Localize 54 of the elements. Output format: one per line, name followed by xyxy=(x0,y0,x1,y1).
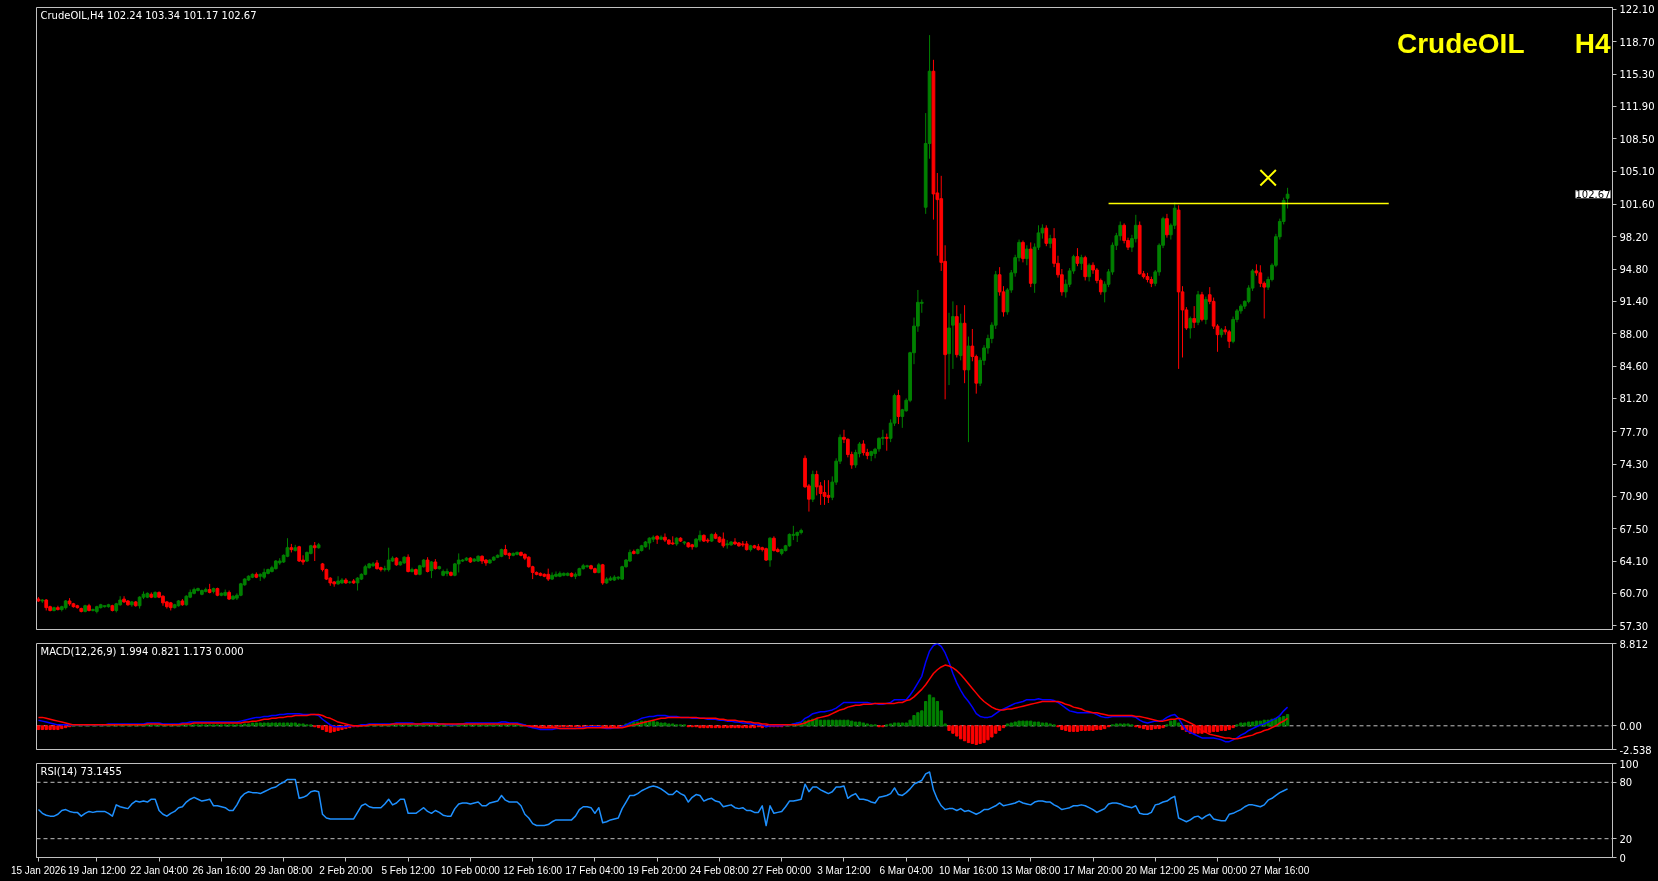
x-tick-label: 5 Feb 12:00 xyxy=(381,864,436,876)
x-tick-label: 2 Feb 20:00 xyxy=(319,864,373,876)
y-tick-label: 84.60 xyxy=(1619,361,1649,373)
x-tick-label: 6 Mar 04:00 xyxy=(879,864,934,876)
y-tick-label: 57.30 xyxy=(1619,620,1649,632)
x-tick-label: 3 Mar 12:00 xyxy=(817,864,872,876)
y-tick-label: 98.20 xyxy=(1619,231,1649,243)
y-tick-label: 100 xyxy=(1619,758,1639,770)
y-tick-label: 74.30 xyxy=(1619,459,1649,471)
annotation: H4 xyxy=(1574,27,1611,59)
x-tick-label: 15 Jan 2026 xyxy=(10,864,67,876)
x-tick-label: 27 Mar 16:00 xyxy=(1250,864,1310,876)
y-tick-label: 105.10 xyxy=(1619,166,1655,178)
y-tick-label: 8.812 xyxy=(1619,638,1649,650)
y-tick-label: 70.90 xyxy=(1619,491,1649,503)
y-tick-label: 94.80 xyxy=(1619,264,1649,276)
y-tick-label: 91.40 xyxy=(1619,296,1649,308)
x-tick-label: 13 Mar 08:00 xyxy=(1001,864,1061,876)
y-tick-label: 64.10 xyxy=(1619,556,1649,568)
chart-title: MACD(12,26,9) 1.994 0.821 1.173 0.000 xyxy=(40,645,244,657)
x-tick-label: 27 Feb 00:00 xyxy=(752,864,812,876)
y-tick-label: 67.50 xyxy=(1619,523,1649,535)
y-tick-label: 108.50 xyxy=(1619,133,1655,145)
y-tick-label: 20 xyxy=(1619,833,1633,845)
y-tick-label: 111.90 xyxy=(1619,101,1655,113)
x-tick-label: 25 Mar 00:00 xyxy=(1188,864,1248,876)
x-tick-label: 17 Feb 04:00 xyxy=(565,864,625,876)
x-tick-label: 19 Feb 20:00 xyxy=(627,864,688,876)
y-tick-label: 122.10 xyxy=(1619,4,1655,16)
y-tick-label: 115.30 xyxy=(1619,69,1655,81)
y-tick-label: 88.00 xyxy=(1619,328,1649,340)
y-tick-label: 118.70 xyxy=(1619,36,1655,48)
y-tick-label: -2.538 xyxy=(1619,744,1652,756)
y-tick-label: 80 xyxy=(1619,777,1633,789)
annotation: 102.67 xyxy=(1575,189,1611,201)
x-tick-label: 12 Feb 16:00 xyxy=(503,864,563,876)
y-tick-label: 0.00 xyxy=(1619,720,1642,732)
y-tick-label: 77.70 xyxy=(1619,426,1649,438)
chart-title: CrudeOIL,H4 102.24 103.34 101.17 102.67 xyxy=(40,9,257,21)
x-tick-label: 10 Mar 16:00 xyxy=(939,864,999,876)
annotation: CrudeOIL xyxy=(1396,27,1525,59)
x-tick-label: 20 Mar 12:00 xyxy=(1125,864,1186,876)
x-tick-label: 22 Jan 04:00 xyxy=(130,864,189,876)
x-tick-label: 24 Feb 08:00 xyxy=(689,864,750,876)
x-tick-label: 19 Jan 12:00 xyxy=(67,864,127,876)
y-tick-label: 101.60 xyxy=(1619,199,1655,211)
y-tick-label: 0 xyxy=(1619,852,1626,864)
x-tick-label: 26 Jan 16:00 xyxy=(192,864,251,876)
y-tick-label: 60.70 xyxy=(1619,588,1649,600)
x-tick-label: 29 Jan 08:00 xyxy=(254,864,313,876)
y-tick-label: 81.20 xyxy=(1619,393,1649,405)
chart-title: RSI(14) 73.1455 xyxy=(40,765,122,777)
x-tick-label: 10 Feb 00:00 xyxy=(440,864,501,876)
x-tick-label: 17 Mar 20:00 xyxy=(1063,864,1123,876)
